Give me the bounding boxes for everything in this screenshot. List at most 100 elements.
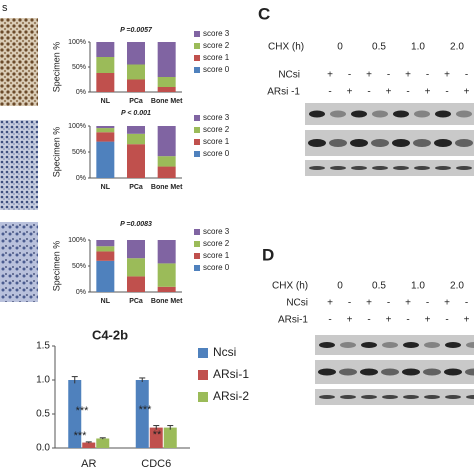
- row-label: ARsi-1: [278, 315, 308, 326]
- bar-segment: [157, 156, 176, 167]
- band: [423, 368, 441, 376]
- sign: -: [348, 298, 351, 309]
- band: [319, 342, 335, 348]
- band: [372, 110, 388, 118]
- micrograph: [0, 120, 38, 210]
- sign: -: [426, 298, 429, 309]
- bar-segment: [127, 276, 145, 292]
- legend-label: score 3: [203, 227, 230, 236]
- row-label: NCsi: [278, 70, 300, 81]
- blot: [305, 160, 474, 176]
- band: [308, 139, 326, 147]
- legend-swatch: [198, 348, 208, 358]
- legend-label: score 0: [203, 65, 230, 74]
- legend-label: score 1: [203, 251, 230, 260]
- bar-segment: [157, 126, 176, 157]
- y-axis-label: Specimen %: [51, 241, 61, 292]
- band: [371, 139, 389, 147]
- band: [350, 139, 368, 147]
- y-tick-label: 100%: [68, 237, 86, 244]
- sign: -: [387, 70, 390, 81]
- bar: [82, 442, 96, 448]
- sign: +: [444, 298, 450, 309]
- band: [465, 368, 474, 376]
- legend-swatch: [198, 392, 208, 402]
- chart-title: P < 0.001: [121, 110, 151, 117]
- band: [361, 342, 377, 348]
- x-tick-label: PCa: [129, 98, 143, 105]
- bar-segment: [96, 73, 115, 92]
- bar-segment: [127, 144, 145, 178]
- legend-swatch: [194, 241, 200, 247]
- bar-segment: [96, 240, 115, 247]
- chx-label: CHX (h): [272, 281, 308, 292]
- annotation: ***: [74, 430, 88, 442]
- micrograph: [0, 222, 38, 302]
- legend-swatch: [194, 43, 200, 49]
- y-tick-label: 0.0: [36, 443, 50, 454]
- fragment-text: s: [2, 2, 8, 14]
- band: [445, 342, 461, 348]
- sign: +: [386, 315, 392, 326]
- legend-swatch: [194, 31, 200, 37]
- legend-swatch: [194, 67, 200, 73]
- band: [340, 395, 356, 399]
- annotation: ***: [76, 405, 90, 417]
- bar-segment: [157, 286, 176, 292]
- legend-label: score 1: [203, 137, 230, 146]
- sign: -: [328, 315, 331, 326]
- panel-letter: C: [258, 4, 270, 23]
- bar: [149, 427, 163, 448]
- sign: +: [327, 298, 333, 309]
- legend-label: score 2: [203, 239, 230, 248]
- band: [351, 110, 367, 118]
- band: [434, 139, 452, 147]
- sign: +: [366, 70, 372, 81]
- bar-segment: [127, 133, 145, 145]
- x-tick-label: NL: [101, 98, 111, 105]
- time-label: 2.0: [450, 42, 464, 53]
- bar-segment: [157, 263, 176, 287]
- chart-title: C4-2b: [92, 327, 128, 342]
- bar: [135, 380, 149, 448]
- legend-label: Ncsi: [213, 345, 236, 359]
- x-tick-label: PCa: [129, 298, 143, 305]
- legend-label: score 3: [203, 113, 230, 122]
- y-tick-label: 0%: [76, 89, 86, 96]
- band: [330, 166, 346, 170]
- band: [414, 166, 430, 170]
- band: [309, 166, 325, 170]
- legend-swatch: [194, 265, 200, 271]
- legend-label: score 2: [203, 125, 230, 134]
- bar-segment: [127, 42, 145, 65]
- sign: -: [445, 315, 448, 326]
- band: [319, 395, 335, 399]
- bar-segment: [96, 42, 115, 57]
- legend-swatch: [194, 55, 200, 61]
- legend-swatch: [194, 127, 200, 133]
- sign: +: [347, 87, 353, 98]
- sign: +: [444, 70, 450, 81]
- x-tick-label: AR: [81, 458, 96, 470]
- time-label: 1.0: [411, 42, 425, 53]
- bar-segment: [96, 141, 115, 178]
- band: [318, 368, 336, 376]
- panel-letter: D: [262, 245, 274, 264]
- y-tick-label: 50%: [72, 64, 86, 71]
- time-label: 0: [337, 281, 343, 292]
- sign: +: [464, 315, 470, 326]
- row-label: ARsi -1: [267, 87, 300, 98]
- band: [424, 342, 440, 348]
- legend-swatch: [194, 253, 200, 259]
- bar-segment: [127, 126, 145, 134]
- band: [361, 395, 377, 399]
- sign: -: [406, 87, 409, 98]
- band: [413, 139, 431, 147]
- band: [403, 342, 419, 348]
- legend-label: score 1: [203, 53, 230, 62]
- x-tick-label: PCa: [129, 184, 143, 191]
- bar-segment: [127, 240, 145, 259]
- bar-segment: [96, 57, 115, 73]
- legend-label: score 0: [203, 149, 230, 158]
